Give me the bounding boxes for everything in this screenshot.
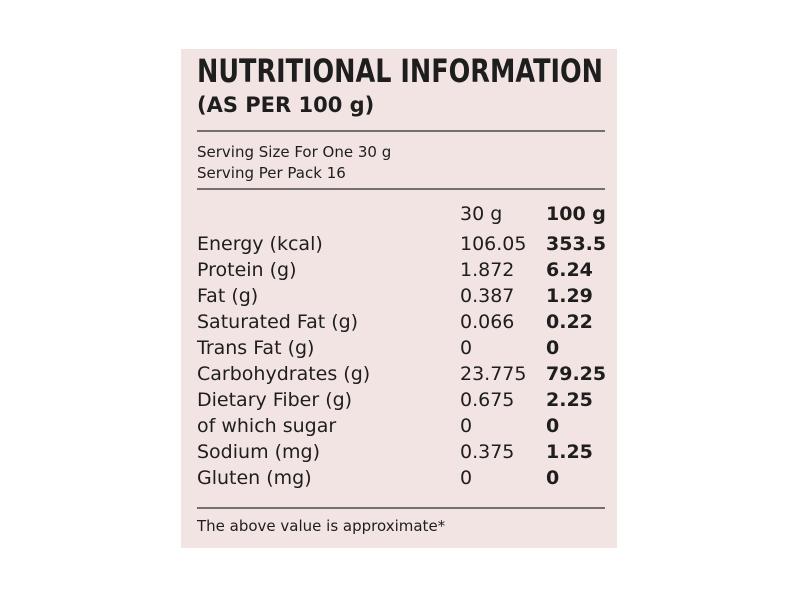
nutrient-name: Gluten (mg) xyxy=(197,467,312,489)
nutrient-value: 0.387 xyxy=(460,285,514,307)
nutrient-value: 0 xyxy=(546,467,559,489)
nutrient-value: 1.29 xyxy=(546,285,593,307)
serving-size: Serving Size For One 30 g xyxy=(197,143,391,161)
nutrient-value: 0.375 xyxy=(460,441,514,463)
subtitle: (AS PER 100 g) xyxy=(197,93,374,117)
nutrient-value: 353.5 xyxy=(546,233,606,255)
nutrient-name: Fat (g) xyxy=(197,285,258,307)
nutrient-name: Trans Fat (g) xyxy=(196,337,314,359)
nutrient-value: 79.25 xyxy=(546,363,606,385)
title: NUTRITIONAL INFORMATION xyxy=(197,52,603,90)
nutrient-value: 0.675 xyxy=(460,389,514,411)
nutrient-name: Saturated Fat (g) xyxy=(197,311,358,333)
nutrient-name: of which sugar xyxy=(197,415,336,437)
column-header: 100 g xyxy=(546,203,606,225)
column-header: 30 g xyxy=(460,203,502,225)
nutrient-value: 0 xyxy=(460,415,472,437)
nutrient-value: 6.24 xyxy=(546,259,593,281)
serving-per-pack: Serving Per Pack 16 xyxy=(197,164,346,182)
nutrient-value: 0 xyxy=(546,415,559,437)
nutrient-name: Sodium (mg) xyxy=(197,441,320,463)
label-panel xyxy=(181,49,617,548)
nutrient-value: 106.05 xyxy=(460,233,526,255)
nutrient-value: 2.25 xyxy=(546,389,593,411)
nutrient-value: 1.872 xyxy=(460,259,514,281)
nutrient-name: Energy (kcal) xyxy=(197,233,323,255)
nutrient-name: Protein (g) xyxy=(197,259,297,281)
nutrient-rows: Energy (kcal) 106.05 353.5 Protein (g) 1.872… xyxy=(196,233,606,489)
footnote: The above value is approximate* xyxy=(196,517,446,535)
nutrient-value: 23.775 xyxy=(460,363,526,385)
nutrient-name: Dietary Fiber (g) xyxy=(197,389,352,411)
nutrient-name: Carbohydrates (g) xyxy=(197,363,370,385)
nutrient-value: 0 xyxy=(460,337,472,359)
nutrient-value: 0 xyxy=(460,467,472,489)
nutrient-value: 0.22 xyxy=(546,311,593,333)
nutrient-value: 0.066 xyxy=(460,311,514,333)
nutrient-value: 0 xyxy=(546,337,559,359)
nutrient-value: 1.25 xyxy=(546,441,593,463)
